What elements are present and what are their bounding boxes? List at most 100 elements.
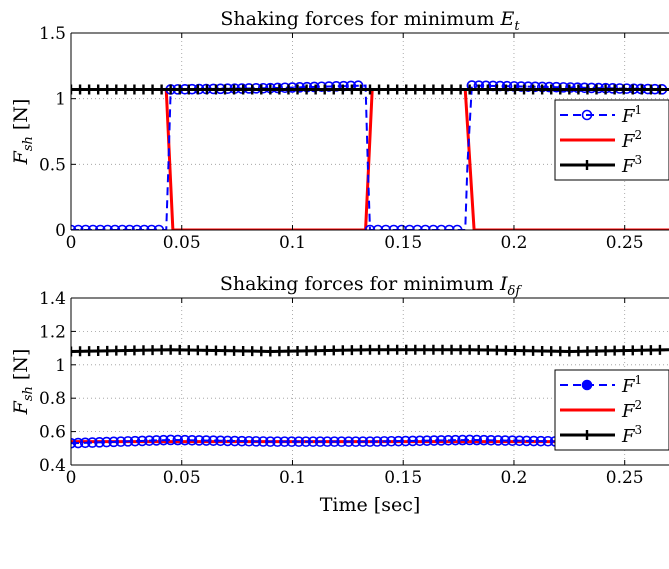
series-marker-F3: [528, 345, 539, 356]
legend-label-superscript: 3: [635, 423, 643, 437]
series-marker-F3: [618, 84, 629, 95]
series-marker-F1: [316, 81, 327, 93]
series-marker-F1: [350, 436, 362, 447]
series-marker-F1: [404, 224, 415, 230]
series-marker-F1: [272, 82, 283, 94]
series-marker-F1: [215, 435, 226, 447]
series-marker-F3: [229, 84, 240, 95]
series-marker-F1: [428, 435, 440, 446]
y-tick-label: 0: [55, 221, 66, 241]
x-axis-label: Time [sec]: [320, 494, 421, 516]
series-marker-F1: [371, 436, 383, 447]
series-marker-F3: [654, 344, 665, 355]
series-marker-F3: [645, 84, 656, 95]
series-marker-F3: [102, 84, 113, 95]
series-marker-F1: [165, 434, 176, 446]
series-marker-F3: [419, 344, 430, 355]
y-axis-label-unit: [N]: [10, 99, 32, 137]
y-axis-label-subscript: sh: [21, 136, 36, 151]
series-marker-F1: [193, 435, 205, 446]
series-marker-F3: [564, 346, 575, 357]
series-marker-F3: [519, 345, 530, 356]
series-marker-F3: [618, 345, 629, 356]
series-marker-F1: [250, 436, 262, 447]
legend-marker: [581, 109, 593, 121]
plot-series-group: [71, 344, 669, 449]
series-marker-F3: [410, 84, 421, 95]
series-marker-F3: [410, 344, 421, 355]
legend-label: F3: [621, 423, 642, 447]
legend-label: F1: [621, 103, 642, 127]
legend-marker: [581, 379, 593, 391]
series-marker-F3: [84, 346, 95, 357]
series-marker-F1: [200, 435, 212, 446]
series-marker-F1: [236, 435, 248, 447]
series-marker-F3: [654, 84, 665, 95]
y-tick-label: 1: [55, 90, 66, 110]
series-marker-F1: [129, 435, 141, 447]
y-axis-label-symbol: F: [10, 150, 32, 165]
legend-label-symbol: F: [621, 376, 636, 397]
y-axis-label: Fsh [N]: [10, 99, 36, 166]
series-marker-F1: [450, 434, 461, 446]
series-marker-F1: [229, 435, 241, 447]
series-marker-F3: [138, 84, 149, 95]
series-marker-F3: [337, 84, 348, 95]
series-marker-F1: [380, 224, 392, 230]
series-marker-F1: [314, 436, 326, 447]
series-marker-F3: [546, 84, 557, 95]
series-marker-F1: [451, 224, 463, 230]
series-marker-F1: [272, 436, 283, 447]
series-marker-F1: [471, 434, 483, 446]
series-marker-F1: [372, 224, 384, 230]
series-marker-F1: [146, 224, 157, 230]
series-marker-F3: [582, 84, 593, 95]
series-marker-F3: [537, 84, 548, 95]
series-marker-F3: [265, 346, 276, 357]
y-tick-label: 0.5: [39, 155, 66, 175]
series-marker-F1: [144, 435, 155, 446]
series-line-F1: [71, 84, 669, 230]
series-marker-F1: [293, 436, 305, 447]
series-marker-F1: [535, 435, 547, 447]
series-marker-F1: [464, 434, 475, 446]
series-marker-F1: [71, 437, 77, 449]
series-marker-F1: [265, 436, 276, 447]
series-marker-F1: [124, 224, 135, 230]
legend-label-superscript: 1: [635, 103, 643, 117]
series-marker-F3: [392, 84, 403, 95]
series-marker-F1: [153, 224, 165, 230]
series-marker-F3: [365, 344, 375, 355]
y-tick-label: 0.4: [39, 456, 66, 476]
series-marker-F3: [464, 84, 475, 95]
series-marker-F3: [509, 345, 520, 356]
series-marker-F3: [346, 84, 357, 95]
series-marker-F1: [364, 436, 376, 447]
x-tick-label: 0.05: [163, 233, 201, 253]
series-marker-F1: [151, 435, 162, 446]
series-marker-F3: [519, 84, 530, 95]
series-marker-F1: [294, 82, 305, 93]
series-marker-F3: [374, 84, 385, 95]
series-marker-F3: [201, 345, 212, 356]
series-marker-F3: [183, 84, 194, 95]
series-marker-F3: [247, 84, 258, 95]
series-marker-F3: [93, 345, 104, 356]
series-marker-F1: [407, 435, 419, 447]
series-marker-F3: [328, 84, 339, 95]
series-marker-F1: [222, 435, 233, 447]
series-marker-F3: [156, 344, 167, 355]
series-marker-F1: [79, 437, 91, 449]
series-marker-F3: [174, 344, 185, 355]
series-marker-F3: [93, 84, 104, 95]
series-marker-F1: [443, 224, 455, 230]
series-marker-F3: [192, 84, 203, 95]
series-marker-F3: [573, 84, 584, 95]
series-marker-F3: [464, 344, 475, 355]
series-marker-F3: [129, 345, 140, 356]
series-marker-F3: [120, 84, 131, 95]
x-tick-label: 0.15: [384, 233, 422, 253]
series-marker-F3: [355, 344, 366, 355]
series-marker-F3: [147, 345, 158, 356]
series-marker-F3: [383, 344, 394, 355]
